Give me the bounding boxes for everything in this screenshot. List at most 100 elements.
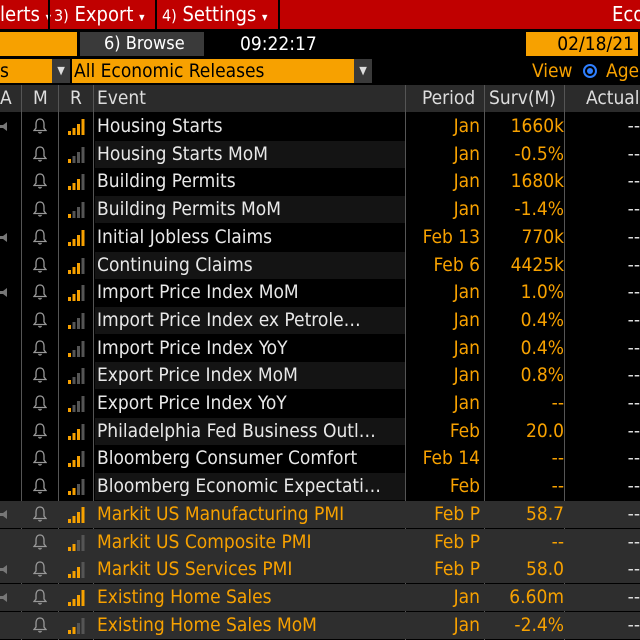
bell-icon[interactable] bbox=[33, 229, 47, 246]
event-actual: -- bbox=[627, 419, 640, 442]
table-row[interactable]: Continuing Claims Feb 6 4425k -- bbox=[0, 251, 640, 279]
table-row[interactable]: Markit US Manufacturing PMI Feb P 58.7 -- bbox=[0, 500, 640, 528]
relevance-bar bbox=[81, 202, 85, 219]
menu-export-number: 3) bbox=[54, 6, 69, 25]
table-row[interactable]: Import Price Index ex Petrole… Jan 0.4% -- bbox=[0, 306, 640, 334]
event-name: Philadelphia Fed Business Outl… bbox=[97, 419, 376, 442]
relevance-bar bbox=[77, 124, 80, 135]
view-option-label[interactable]: Age bbox=[606, 60, 640, 82]
event-period: Jan bbox=[453, 170, 480, 193]
speaker-icon[interactable] bbox=[0, 509, 10, 520]
table-row[interactable]: Bloomberg Economic Expectati… Feb -- -- bbox=[0, 473, 640, 501]
event-cell-bg bbox=[95, 279, 405, 307]
column-header-a[interactable]: A bbox=[0, 87, 12, 109]
table-row[interactable]: Export Price Index YoY Jan -- -- bbox=[0, 390, 640, 417]
event-actual: -- bbox=[627, 225, 640, 248]
table-row[interactable]: Initial Jobless Claims Feb 13 770k -- bbox=[0, 223, 640, 251]
table-row[interactable]: Markit US Composite PMI Feb P -- -- bbox=[0, 528, 640, 556]
event-period: Jan bbox=[453, 585, 480, 608]
bell-icon[interactable] bbox=[33, 312, 47, 329]
event-name: Existing Home Sales MoM bbox=[97, 613, 317, 636]
table-row[interactable]: Existing Home Sales Jan 6.60m -- bbox=[0, 583, 640, 611]
bell-icon[interactable] bbox=[33, 616, 47, 634]
bell-icon[interactable] bbox=[33, 367, 47, 384]
browse-button[interactable]: 6) Browse bbox=[80, 32, 204, 56]
menu-divider bbox=[155, 0, 157, 29]
event-survey: 20.0 bbox=[525, 419, 564, 442]
table-row[interactable]: Markit US Services PMI Feb P 58.0 -- bbox=[0, 556, 640, 584]
bell-icon[interactable] bbox=[33, 506, 47, 523]
bell-icon[interactable] bbox=[33, 423, 47, 440]
relevance-bar bbox=[68, 435, 71, 440]
relevance-bar bbox=[77, 317, 80, 329]
bell-icon[interactable] bbox=[33, 201, 47, 218]
relevance-bar bbox=[68, 546, 71, 551]
column-header-event[interactable]: Event bbox=[97, 87, 146, 109]
table-row[interactable]: Import Price Index YoY Jan 0.4% -- bbox=[0, 334, 640, 362]
event-cell-bg bbox=[95, 223, 405, 251]
chevron-down-icon[interactable]: ▼ bbox=[52, 59, 70, 83]
window-title: Eco bbox=[612, 2, 640, 26]
column-header-actual[interactable]: Actual bbox=[586, 87, 640, 109]
event-name: Initial Jobless Claims bbox=[97, 225, 273, 248]
bell-icon[interactable] bbox=[33, 395, 47, 412]
relevance-bar bbox=[68, 380, 71, 385]
table-row[interactable]: Building Permits MoM Jan -1.4% -- bbox=[0, 196, 640, 224]
releases-filter[interactable]: All Economic Releases bbox=[72, 59, 372, 83]
bell-icon[interactable] bbox=[33, 118, 47, 135]
relevance-bars-icon bbox=[68, 146, 85, 163]
relevance-bar bbox=[81, 119, 85, 135]
table-row[interactable]: Housing Starts MoM Jan -0.5% -- bbox=[0, 140, 640, 168]
relevance-bar bbox=[72, 349, 76, 357]
left-field[interactable] bbox=[0, 32, 77, 56]
speaker-icon[interactable] bbox=[0, 592, 10, 603]
relevance-bars-icon bbox=[68, 257, 85, 274]
event-name: Import Price Index ex Petrole… bbox=[97, 308, 361, 331]
event-name: Markit US Manufacturing PMI bbox=[97, 502, 345, 525]
column-header-m[interactable]: M bbox=[33, 87, 48, 109]
chevron-down-icon[interactable]: ▼ bbox=[354, 59, 372, 83]
column-header-surv[interactable]: Surv(M) bbox=[489, 87, 556, 109]
bell-icon[interactable] bbox=[33, 450, 47, 467]
menu-alerts[interactable]: lerts ▾ bbox=[0, 0, 51, 29]
bell-icon[interactable] bbox=[33, 561, 47, 578]
event-actual: -- bbox=[627, 198, 640, 221]
table-row[interactable]: Philadelphia Fed Business Outl… Feb 20.0 -- bbox=[0, 417, 640, 445]
speaker-icon[interactable] bbox=[0, 564, 10, 575]
bell-icon[interactable] bbox=[33, 146, 47, 163]
relevance-bar bbox=[81, 562, 85, 579]
relevance-bar bbox=[72, 155, 76, 163]
bell-icon[interactable] bbox=[33, 173, 47, 190]
event-actual: -- bbox=[627, 115, 640, 137]
speaker-icon[interactable] bbox=[0, 287, 10, 298]
view-radio[interactable] bbox=[583, 64, 597, 78]
bell-icon[interactable] bbox=[33, 256, 47, 274]
event-cell-bg bbox=[95, 251, 405, 279]
event-survey: -2.4% bbox=[514, 613, 564, 636]
bell-icon[interactable] bbox=[33, 284, 47, 301]
bell-icon[interactable] bbox=[33, 589, 47, 606]
speaker-icon[interactable] bbox=[0, 121, 10, 132]
bell-icon[interactable] bbox=[33, 533, 47, 551]
table-row[interactable]: Housing Starts Jan 1660k -- bbox=[0, 113, 640, 140]
table-row[interactable]: Building Permits Jan 1680k -- bbox=[0, 168, 640, 196]
column-header-r[interactable]: R bbox=[70, 87, 82, 109]
bell-icon[interactable] bbox=[33, 339, 47, 357]
relevance-bar bbox=[77, 151, 80, 163]
table-row[interactable]: Export Price Index MoM Jan 0.8% -- bbox=[0, 362, 640, 390]
event-period: Jan bbox=[453, 198, 480, 221]
date-field[interactable]: 02/18/21 bbox=[526, 32, 638, 56]
event-name: Import Price Index YoY bbox=[97, 336, 288, 359]
bell-icon[interactable] bbox=[33, 478, 47, 495]
column-header-period[interactable]: Period bbox=[422, 87, 476, 109]
menu-settings[interactable]: 4) Settings ▾ bbox=[162, 0, 267, 29]
relevance-bar bbox=[72, 128, 76, 135]
chevron-down-icon: ▾ bbox=[139, 10, 145, 24]
table-row[interactable]: Existing Home Sales MoM Jan -2.4% -- bbox=[0, 611, 640, 639]
speaker-icon[interactable] bbox=[0, 232, 10, 243]
table-row[interactable]: Import Price Index MoM Jan 1.0% -- bbox=[0, 279, 640, 307]
table-row[interactable]: Bloomberg Consumer Comfort Feb 14 -- -- bbox=[0, 445, 640, 473]
relevance-bar bbox=[72, 626, 76, 634]
menu-export[interactable]: 3) Export ▾ bbox=[54, 0, 145, 29]
relevance-bar bbox=[68, 408, 71, 412]
